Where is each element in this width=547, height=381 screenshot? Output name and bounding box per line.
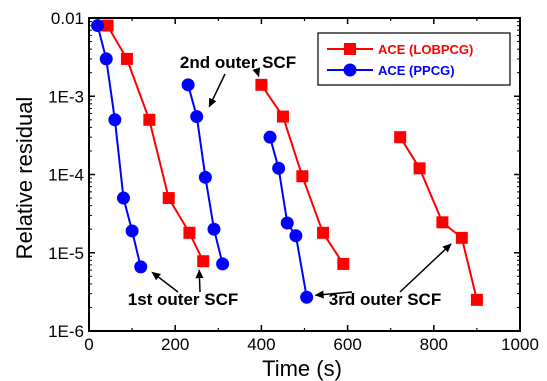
legend: ACE (LOBPCG) ACE (PPCG) [317,32,511,86]
x-axis: 0 200 400 600 800 1000 [84,18,539,354]
data-point-circle [134,260,148,274]
data-point-circle [125,224,139,238]
data-point-circle [263,130,277,144]
annotation-label: 1st outer SCF [128,290,239,309]
data-point-square [255,78,268,91]
data-point-circle [280,216,294,230]
x-axis-label: Time (s) [262,356,342,381]
annotation-arrow [208,73,226,108]
legend-label: ACE (LOBPCG) [378,42,473,57]
data-point-circle [207,222,221,236]
y-tick-label: 0.01 [51,9,84,28]
x-tick-label: 1000 [501,335,539,354]
annotation-arrow [252,67,261,78]
annotation: 1st outer SCF [128,269,239,309]
data-point-circle [99,52,113,66]
y-tick-label: 1E-6 [48,322,84,341]
legend-item: ACE (LOBPCG) [327,42,473,57]
data-point-square [436,216,449,229]
x-tick-label: 0 [84,335,93,354]
data-point-circle [300,290,314,304]
y-tick-label: 1E-3 [48,87,84,106]
x-tick-label: 600 [333,335,361,354]
data-point-circle [116,191,130,205]
data-point-square [394,131,407,144]
x-tick-label: 200 [161,335,189,354]
x-tick-label: 800 [420,335,448,354]
data-point-square [197,255,210,268]
annotation-arrow [314,290,353,299]
y-axis: 1E-6 1E-5 1E-4 1E-3 0.01 [48,9,520,341]
data-point-square [317,226,330,239]
data-point-square [276,110,289,123]
data-point-square [120,52,133,65]
data-point-square [344,43,356,55]
data-point-square [162,192,175,205]
data-point-square [470,293,483,306]
data-point-circle [190,110,204,124]
y-axis-label: Relative residual [12,97,37,260]
annotation-arrow [195,269,204,293]
data-point-square [337,257,350,270]
data-point-circle [91,19,105,33]
annotation-label: 3rd outer SCF [329,290,441,309]
data-point-square [183,226,196,239]
series-layer [91,19,483,306]
y-tick-label: 1E-5 [48,244,84,263]
annotation-arrow [151,271,179,293]
annotation-label: 2nd outer SCF [180,53,296,72]
data-point-circle [272,161,286,175]
data-point-square [455,231,468,244]
annotation: 2nd outer SCF [180,53,296,108]
data-point-circle [343,63,357,77]
legend-item: ACE (PPCG) [327,63,455,78]
annotation-arrow [399,243,452,293]
data-point-circle [108,113,122,127]
legend-label: ACE (PPCG) [378,63,455,78]
annotation: 3rd outer SCF [314,243,452,309]
data-point-square [101,19,114,32]
y-tick-label: 1E-4 [48,166,84,185]
data-point-circle [181,78,195,92]
series-circle [91,19,314,304]
data-point-circle [289,229,303,243]
data-point-square [143,113,156,126]
series-square [101,19,483,306]
data-point-circle [198,170,212,184]
x-tick-label: 400 [247,335,275,354]
annotations: 2nd outer SCF 1st outer SCF 3rd outer SCF [128,53,452,309]
data-point-circle [216,257,230,271]
data-point-square [413,162,426,175]
data-point-square [296,170,309,183]
